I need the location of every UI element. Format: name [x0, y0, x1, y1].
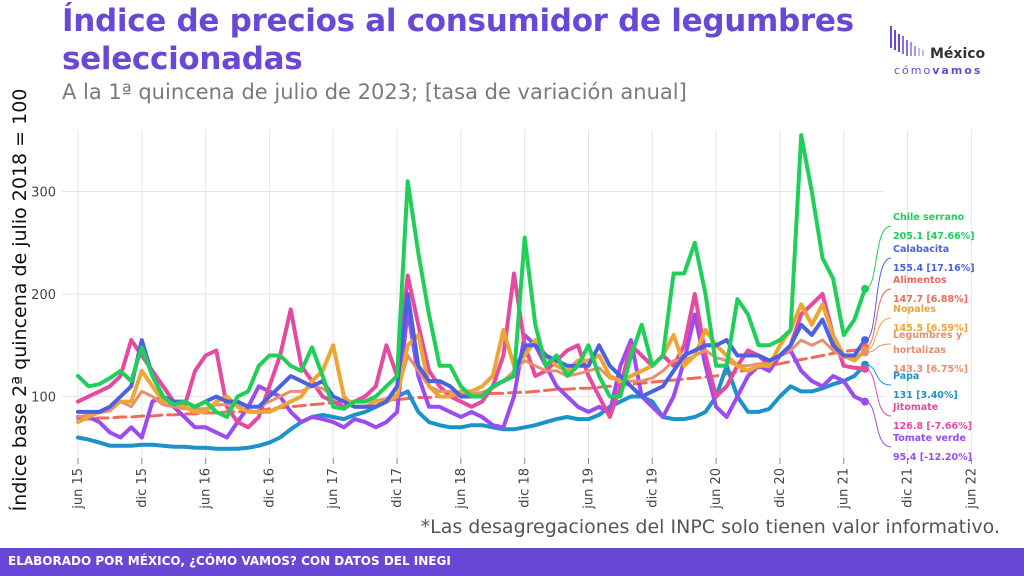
series-label-value: 131 [3.40%] [893, 390, 958, 401]
y-tick-label: 100 [31, 391, 56, 406]
series-label-name: Papa [893, 371, 919, 382]
series-label-value: 147.7 [6.88%] [893, 294, 968, 305]
series-label-value: 145.5 [6.59%] [893, 323, 968, 334]
footnote: *Las desagregaciones del INPC solo tiene… [420, 516, 1000, 538]
series-line-tomate-verde [76, 307, 867, 440]
x-tick-label: dic 21 [901, 468, 916, 508]
series-label-name: Nopales [893, 304, 936, 315]
footer-bar: ELABORADO POR MÉXICO, ¿CÓMO VAMOS? CON D… [0, 548, 1024, 576]
x-tick-label: dic 18 [518, 468, 533, 508]
series-line-chile-serrano [76, 133, 867, 419]
series-line-jitomate [76, 271, 867, 430]
series-connector-nopales [864, 317, 892, 351]
bars-logo-icon [890, 26, 924, 56]
logo-tagline-a: cómo [894, 64, 933, 77]
series-label-name: Alimentos [893, 275, 947, 286]
series-connector-chile-serrano [864, 225, 892, 290]
chart-title: Índice de precios al consumidor de legum… [62, 3, 854, 77]
series-label-value: 126.8 [-7.66%] [893, 421, 972, 432]
series-label-name: Calabacita [893, 244, 949, 255]
x-tick-label: jun 18 [454, 468, 469, 510]
x-tick-label: jun 21 [837, 468, 852, 510]
chart-subtitle: A la 1ª quincena de julio de 2023; [tasa… [62, 80, 687, 104]
series-connector-jitomate [864, 368, 892, 417]
x-tick-label: dic 19 [645, 468, 660, 508]
series-label-value: 155.4 [17.16%] [893, 263, 975, 274]
x-tick-label: jun 20 [709, 468, 724, 510]
series-label-value: 143.3 [6.75%] [893, 364, 968, 375]
mexico-como-vamos-logo: México cómovamos [888, 24, 1008, 84]
x-tick-label: jun 17 [326, 468, 341, 510]
series-connector-tomate-verde [864, 401, 892, 448]
x-tick-label: dic 20 [773, 468, 788, 508]
line-chart: 100 200 300 jun 15 dic 15 jun 16 dic 16 jun 17 d… [31, 130, 979, 510]
x-tick-label: dic 15 [135, 468, 150, 508]
logo-tagline: cómovamos [894, 64, 982, 77]
x-tick-label: dic 16 [262, 468, 277, 508]
x-tick-label: jun 16 [199, 468, 214, 510]
series-label-name: Tomate verde [893, 433, 966, 444]
series-connector-papa [864, 364, 892, 386]
x-tick-label: jun 19 [581, 468, 596, 510]
series-connector-legumbres-y-hortalizas [864, 343, 892, 353]
x-tick-label: dic 17 [390, 468, 405, 508]
footer-credit: ELABORADO POR MÉXICO, ¿CÓMO VAMOS? CON D… [8, 554, 451, 568]
x-tick-label: jun 15 [71, 468, 86, 510]
series-connector-alimentos [864, 288, 892, 348]
series-label-name: Jitomate [892, 402, 938, 413]
y-tick-label: 200 [31, 288, 56, 303]
series-label-name: Chile serrano [893, 212, 965, 223]
series-label-value: 205.1 [47.66%] [893, 231, 975, 242]
y-tick-label: 300 [31, 186, 56, 201]
x-tick-label: jun 22 [964, 468, 979, 510]
logo-name: México [930, 46, 986, 62]
logo-tagline-b: vamos [932, 64, 983, 77]
series-label-name: hortalizas [893, 345, 946, 356]
series-line-papa [76, 362, 867, 451]
series-line-nopales [76, 302, 867, 425]
series-connector-calabacita [864, 257, 892, 341]
series-label-name: Legumbres y [893, 330, 963, 341]
series-label-value: 95.4 [-12.20%] [893, 452, 972, 463]
